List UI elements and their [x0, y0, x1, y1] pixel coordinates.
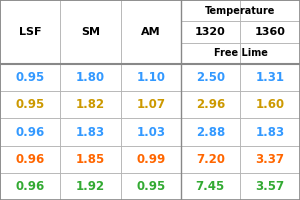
Text: 1.85: 1.85: [76, 153, 105, 166]
Bar: [181, 118, 240, 146]
Text: 1.07: 1.07: [136, 98, 165, 111]
Text: SM: SM: [81, 27, 100, 37]
Bar: [0, 0, 60, 64]
Bar: [181, 64, 240, 91]
Bar: [181, 21, 240, 43]
Bar: [240, 0, 300, 21]
Text: 0.95: 0.95: [136, 180, 165, 193]
Text: 0.95: 0.95: [16, 71, 45, 84]
Bar: [60, 64, 121, 91]
Bar: [60, 146, 121, 173]
Bar: [60, 0, 121, 64]
Text: 1.03: 1.03: [136, 126, 165, 138]
Text: 1.92: 1.92: [76, 180, 105, 193]
Bar: [0, 173, 60, 200]
Text: 7.45: 7.45: [196, 180, 225, 193]
Bar: [121, 146, 181, 173]
Bar: [240, 43, 300, 64]
Text: LSF: LSF: [19, 27, 41, 37]
Bar: [240, 173, 300, 200]
Text: 1.80: 1.80: [76, 71, 105, 84]
Text: 0.96: 0.96: [16, 126, 45, 138]
Text: 1.83: 1.83: [76, 126, 105, 138]
Text: 0.96: 0.96: [16, 180, 45, 193]
Text: 2.88: 2.88: [196, 126, 225, 138]
Bar: [181, 173, 240, 200]
Text: 2.96: 2.96: [196, 98, 225, 111]
Bar: [0, 91, 60, 118]
Text: 3.57: 3.57: [255, 180, 284, 193]
Bar: [181, 91, 240, 118]
Text: 7.20: 7.20: [196, 153, 225, 166]
Text: 1.83: 1.83: [255, 126, 284, 138]
Text: 1.82: 1.82: [76, 98, 105, 111]
Bar: [240, 91, 300, 118]
Text: Temperature: Temperature: [205, 6, 276, 16]
Bar: [121, 91, 181, 118]
Text: 0.99: 0.99: [136, 153, 165, 166]
Bar: [121, 64, 181, 91]
Bar: [181, 146, 240, 173]
Bar: [0, 146, 60, 173]
Bar: [240, 118, 300, 146]
Bar: [60, 118, 121, 146]
Text: 0.96: 0.96: [16, 153, 45, 166]
Text: 1360: 1360: [254, 27, 285, 37]
Bar: [121, 173, 181, 200]
Text: 2.50: 2.50: [196, 71, 225, 84]
Text: 1.60: 1.60: [255, 98, 284, 111]
Bar: [181, 43, 240, 64]
Bar: [240, 21, 300, 43]
Bar: [0, 64, 60, 91]
Text: 1.31: 1.31: [255, 71, 284, 84]
Bar: [121, 118, 181, 146]
Bar: [121, 0, 181, 64]
Text: 1320: 1320: [195, 27, 226, 37]
Text: 0.95: 0.95: [16, 98, 45, 111]
Bar: [240, 146, 300, 173]
Text: 1.10: 1.10: [136, 71, 165, 84]
Bar: [60, 91, 121, 118]
Bar: [181, 0, 240, 21]
Text: Free Lime: Free Lime: [214, 48, 267, 58]
Text: 3.37: 3.37: [255, 153, 284, 166]
Bar: [60, 173, 121, 200]
Bar: [240, 64, 300, 91]
Text: AM: AM: [141, 27, 161, 37]
Bar: [0, 118, 60, 146]
